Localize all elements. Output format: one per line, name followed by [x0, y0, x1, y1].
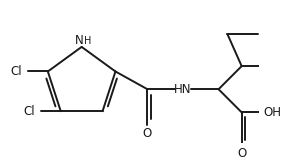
Text: Cl: Cl	[10, 65, 22, 78]
Text: HN: HN	[174, 83, 192, 96]
Text: Cl: Cl	[23, 105, 35, 118]
Text: OH: OH	[263, 106, 281, 119]
Text: N: N	[74, 34, 83, 47]
Text: O: O	[237, 147, 246, 159]
Text: H: H	[84, 35, 92, 45]
Text: O: O	[143, 127, 152, 140]
